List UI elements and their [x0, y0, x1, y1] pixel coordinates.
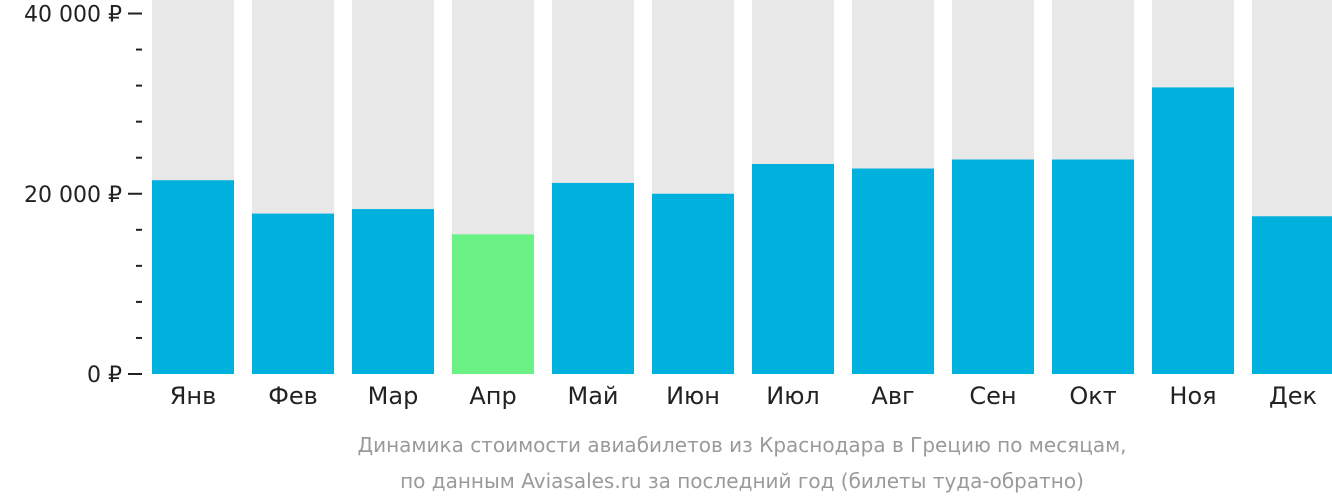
bar-5: [552, 182, 634, 374]
x-tick-label: Май: [567, 382, 618, 410]
x-tick-label: Окт: [1069, 382, 1116, 410]
x-tick-label: Фев: [268, 382, 318, 410]
bar-12: [1252, 216, 1332, 374]
x-tick-label: Янв: [170, 382, 217, 410]
x-tick-label: Дек: [1269, 382, 1317, 410]
x-tick-label: Авг: [871, 382, 914, 410]
y-tick-label: 40 000 ₽: [24, 3, 122, 28]
bar-10: [1052, 159, 1134, 374]
x-tick-label: Сен: [969, 382, 1016, 410]
bar-3: [352, 209, 434, 374]
y-tick-label: 0 ₽: [87, 363, 122, 388]
x-tick-label: Мар: [368, 382, 419, 410]
x-axis-labels: Янв Фев Мар Апр Май Июн Июл Авг Сен Окт Ноя Дек: [170, 382, 1317, 410]
caption-line-2: по данным Aviasales.ru за последний год …: [400, 469, 1084, 493]
x-tick-label: Ноя: [1169, 382, 1216, 410]
bar-9: [952, 159, 1034, 374]
x-tick-label: Июн: [666, 382, 720, 410]
x-tick-label: Июл: [766, 382, 820, 410]
y-axis: 0 ₽ 20 000 ₽ 40 000 ₽: [24, 3, 142, 388]
bar-6: [652, 193, 734, 374]
caption-line-1: Динамика стоимости авиабилетов из Красно…: [357, 433, 1126, 457]
bar-2: [252, 213, 334, 374]
bar-8: [852, 168, 934, 374]
bar-1: [152, 180, 234, 374]
bar-7: [752, 164, 834, 374]
x-tick-label: Апр: [469, 382, 516, 410]
bar-4: [452, 234, 534, 374]
y-tick-label: 20 000 ₽: [24, 183, 122, 208]
bars: [152, 87, 1332, 374]
bar-11: [1152, 87, 1234, 374]
